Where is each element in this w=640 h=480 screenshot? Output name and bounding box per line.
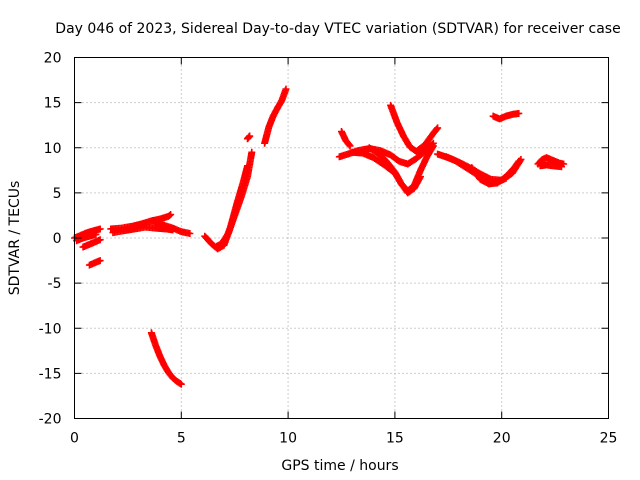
data-point bbox=[429, 143, 437, 151]
data-point bbox=[515, 157, 523, 165]
y-tick-label: -20 bbox=[39, 412, 62, 428]
x-tick-label: 25 bbox=[600, 431, 618, 447]
y-tick-label: 10 bbox=[44, 141, 62, 157]
x-tick-label: 15 bbox=[386, 431, 404, 447]
grid bbox=[74, 57, 609, 419]
series-arc-6 bbox=[107, 211, 175, 233]
data-point bbox=[96, 225, 104, 233]
series-arc-21 bbox=[489, 109, 523, 123]
series-arc-16 bbox=[365, 144, 425, 197]
data-point bbox=[96, 236, 104, 244]
y-axis-label: SDTVAR / TECUs bbox=[7, 181, 23, 296]
y-tick-label: -10 bbox=[39, 321, 62, 337]
series-arc-13 bbox=[338, 128, 354, 150]
series-arc-3 bbox=[79, 236, 104, 251]
data-point bbox=[346, 142, 354, 150]
series-arc-2 bbox=[73, 230, 100, 245]
data-point bbox=[92, 230, 100, 238]
series-arc-12 bbox=[261, 85, 290, 147]
data-point bbox=[246, 132, 254, 140]
data-marks bbox=[71, 85, 568, 388]
series-arc-20 bbox=[468, 157, 523, 188]
y-tick-label: -15 bbox=[39, 366, 62, 382]
axis-ticks: 0 5 10 15 20 25 -20 -15 -10 -5 0 5 10 15 20 bbox=[39, 51, 618, 447]
series-arc-8 bbox=[147, 329, 185, 388]
data-point bbox=[514, 159, 522, 167]
data-point bbox=[434, 124, 442, 132]
x-tick-label: 20 bbox=[493, 431, 511, 447]
data-point bbox=[177, 380, 185, 388]
series-arc-4 bbox=[85, 257, 104, 269]
x-tick-label: 5 bbox=[177, 431, 186, 447]
y-tick-label: -5 bbox=[48, 276, 62, 292]
series-arc-23 bbox=[536, 161, 566, 171]
y-tick-label: 0 bbox=[53, 231, 62, 247]
data-point bbox=[186, 229, 194, 237]
series-arc-15 bbox=[348, 142, 437, 195]
y-tick-label: 5 bbox=[53, 186, 62, 202]
data-point bbox=[96, 257, 104, 265]
x-tick-label: 10 bbox=[279, 431, 297, 447]
y-tick-label: 20 bbox=[44, 51, 62, 67]
y-tick-label: 15 bbox=[44, 96, 62, 112]
series-arc-7 bbox=[152, 220, 194, 237]
x-axis-label: GPS time / hours bbox=[281, 458, 398, 474]
series-arc-17 bbox=[387, 101, 442, 155]
data-point bbox=[558, 163, 566, 171]
data-point bbox=[515, 109, 523, 117]
data-point bbox=[433, 125, 441, 133]
data-point bbox=[429, 142, 437, 150]
data-point bbox=[248, 148, 256, 156]
data-point bbox=[166, 211, 174, 219]
chart-title: Day 046 of 2023, Sidereal Day-to-day VTE… bbox=[55, 21, 620, 37]
data-point bbox=[282, 85, 290, 93]
x-tick-label: 0 bbox=[70, 431, 79, 447]
data-point bbox=[167, 211, 175, 219]
series-arc-10 bbox=[211, 148, 256, 251]
data-point bbox=[345, 141, 353, 149]
data-point bbox=[417, 173, 425, 181]
series-arc-11 bbox=[244, 132, 254, 143]
